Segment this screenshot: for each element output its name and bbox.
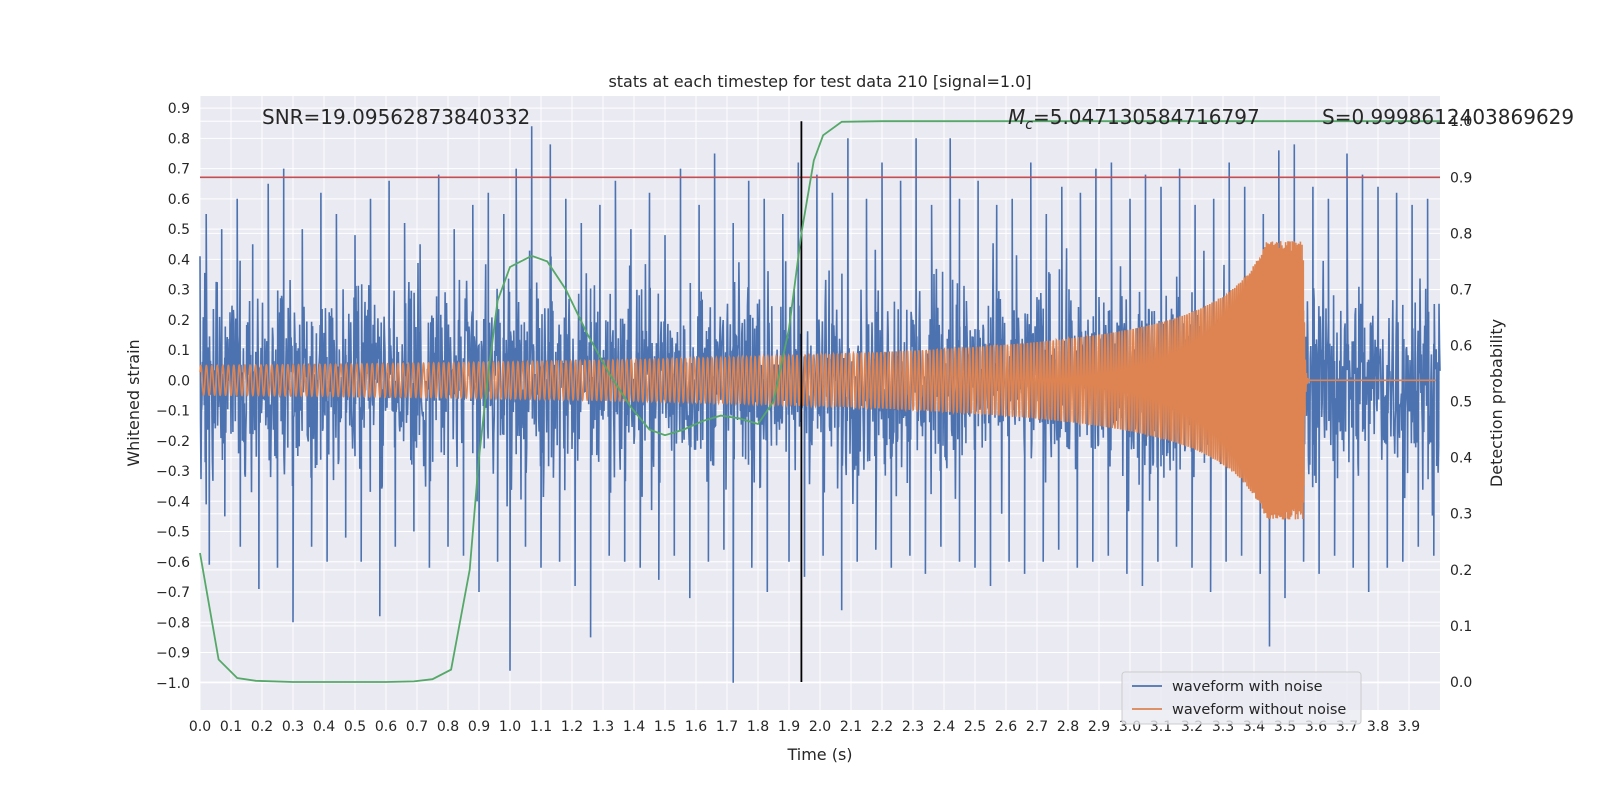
x-tick-label: 0.5 bbox=[344, 719, 366, 735]
x-tick-label: 0.7 bbox=[406, 719, 428, 735]
x-tick-label: 1.0 bbox=[499, 719, 521, 735]
x-tick-label: 2.5 bbox=[964, 719, 986, 735]
y-tick-label: −0.6 bbox=[156, 555, 190, 571]
x-tick-label: 2.2 bbox=[871, 719, 893, 735]
y-tick-label: −0.2 bbox=[156, 434, 190, 450]
legend-label-noisy: waveform with noise bbox=[1172, 679, 1323, 695]
x-tick-label: 2.6 bbox=[995, 719, 1017, 735]
y-tick-label: 0.6 bbox=[168, 192, 190, 208]
y-tick-label: 0.7 bbox=[168, 162, 190, 178]
x-tick-label: 2.0 bbox=[809, 719, 831, 735]
y-tick-label: 0.8 bbox=[168, 131, 190, 147]
chirp-mass-subscript: c bbox=[1025, 117, 1033, 133]
x-tick-label: 1.8 bbox=[747, 719, 769, 735]
x-tick-label: 1.3 bbox=[592, 719, 614, 735]
clean-waveform-line bbox=[199, 241, 1436, 520]
detection-probability-line bbox=[199, 120, 1440, 683]
y2-tick-label: 0.6 bbox=[1450, 339, 1472, 355]
y-axis-ticks: 0.9 0.8 0.7 0.6 0.5 0.4 0.3 0.2 0.1 0.0 −0.1 −0.2 −0… bbox=[156, 101, 190, 692]
y-tick-label: −0.8 bbox=[156, 615, 190, 631]
x-axis-label: Time (s) bbox=[786, 745, 852, 764]
x-tick-label: 1.9 bbox=[778, 719, 800, 735]
x-tick-label: 2.4 bbox=[933, 719, 955, 735]
x-tick-label: 3.9 bbox=[1398, 719, 1420, 735]
x-tick-label: 2.9 bbox=[1088, 719, 1110, 735]
significance-annotation: S=0.9998612403869629 bbox=[1322, 105, 1574, 129]
y-tick-label: −0.9 bbox=[156, 646, 190, 662]
y-tick-label: −0.3 bbox=[156, 464, 190, 480]
y-tick-label: 0.1 bbox=[168, 343, 190, 359]
x-tick-label: 0.6 bbox=[375, 719, 397, 735]
y-tick-label: 0.9 bbox=[168, 101, 190, 117]
y-tick-label: 0.4 bbox=[168, 252, 190, 268]
clean-waveform-series bbox=[199, 241, 1436, 520]
y2-tick-label: 0.0 bbox=[1450, 675, 1472, 691]
x-tick-label: 0.9 bbox=[468, 719, 490, 735]
legend-label-clean: waveform without noise bbox=[1172, 702, 1346, 718]
x-tick-label: 2.1 bbox=[840, 719, 862, 735]
y-tick-label: −0.5 bbox=[156, 525, 190, 541]
chirp-mass-annotation: Mc=5.047130584716797 bbox=[1008, 105, 1260, 133]
x-tick-label: 2.3 bbox=[902, 719, 924, 735]
y-axis-label: Whitened strain bbox=[124, 339, 143, 466]
y2-tick-label: 0.7 bbox=[1450, 282, 1472, 298]
x-tick-label: 0.8 bbox=[437, 719, 459, 735]
x-tick-label: 3.8 bbox=[1367, 719, 1389, 735]
y2-axis-label: Detection probability bbox=[1487, 319, 1506, 487]
x-tick-label: 2.7 bbox=[1026, 719, 1048, 735]
legend-box bbox=[1121, 671, 1362, 725]
y-tick-label: 0.5 bbox=[168, 222, 190, 238]
y2-axis-ticks: 0.0 0.1 0.2 0.3 0.4 0.5 0.6 0.7 0.8 0.9 1.0 bbox=[1450, 114, 1472, 691]
chart-title: stats at each timestep for test data 210… bbox=[608, 72, 1031, 91]
x-tick-label: 0.1 bbox=[220, 719, 242, 735]
detection-probability-series bbox=[199, 120, 1440, 683]
y-tick-label: 0.3 bbox=[168, 283, 190, 299]
x-tick-label: 1.6 bbox=[685, 719, 707, 735]
y-tick-label: −0.1 bbox=[156, 404, 190, 420]
legend: waveform with noise waveform without noi… bbox=[1121, 671, 1362, 725]
y-tick-label: 0.2 bbox=[168, 313, 190, 329]
y2-tick-label: 0.4 bbox=[1450, 451, 1472, 467]
x-tick-label: 1.4 bbox=[623, 719, 645, 735]
x-tick-label: 1.1 bbox=[530, 719, 552, 735]
y2-tick-label: 1.0 bbox=[1450, 114, 1472, 130]
y-tick-label: 0.0 bbox=[168, 373, 190, 389]
y-tick-label: −1.0 bbox=[156, 676, 190, 692]
x-tick-label: 0.0 bbox=[189, 719, 211, 735]
y2-tick-label: 0.3 bbox=[1450, 507, 1472, 523]
y-tick-label: −0.7 bbox=[156, 585, 190, 601]
x-tick-label: 2.8 bbox=[1057, 719, 1079, 735]
y-tick-label: −0.4 bbox=[156, 494, 190, 510]
y2-tick-label: 0.1 bbox=[1450, 619, 1472, 635]
x-tick-label: 0.2 bbox=[251, 719, 273, 735]
snr-annotation: SNR=19.09562873840332 bbox=[262, 105, 530, 129]
x-tick-label: 0.3 bbox=[282, 719, 304, 735]
y2-tick-label: 0.9 bbox=[1450, 170, 1472, 186]
y2-tick-label: 0.5 bbox=[1450, 395, 1472, 411]
x-tick-label: 1.5 bbox=[654, 719, 676, 735]
y2-tick-label: 0.8 bbox=[1450, 226, 1472, 242]
chirp-mass-value: =5.047130584716797 bbox=[1033, 105, 1260, 129]
x-tick-label: 1.7 bbox=[716, 719, 738, 735]
chirp-mass-symbol: M bbox=[1008, 105, 1025, 129]
y2-tick-label: 0.2 bbox=[1450, 563, 1472, 579]
x-tick-label: 1.2 bbox=[561, 719, 583, 735]
x-tick-label: 0.4 bbox=[313, 719, 335, 735]
